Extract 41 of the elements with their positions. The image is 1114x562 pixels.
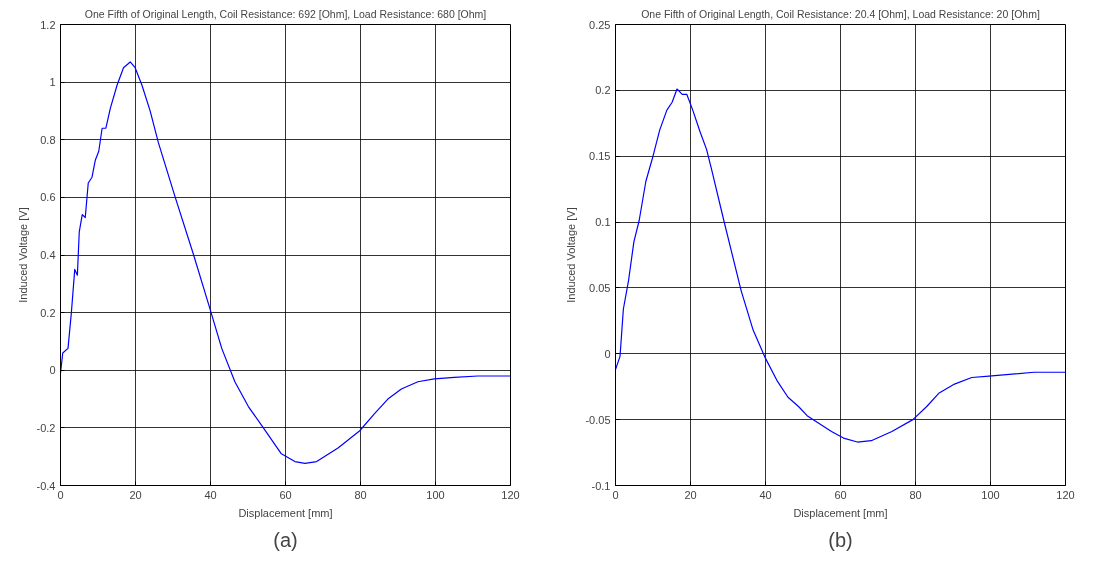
text: (b) xyxy=(828,528,853,551)
x-tick-label: 20 xyxy=(129,488,142,501)
x-tick-label: 40 xyxy=(204,488,217,501)
x-tick-label: 100 xyxy=(426,488,445,501)
x-tick-label: 120 xyxy=(501,488,520,501)
x-tick-label: 20 xyxy=(684,488,697,501)
x-tick-label: 40 xyxy=(759,488,772,501)
y-tick-label: 0 xyxy=(49,364,56,377)
x-axis-title: Displacement [mm] xyxy=(238,506,333,519)
x-tick-label: 60 xyxy=(834,488,847,501)
y-tick-label: 0.1 xyxy=(595,216,611,229)
y-tick-label: 0.8 xyxy=(40,133,56,146)
y-tick-label: 0.2 xyxy=(40,306,56,319)
y-tick-label: 0.4 xyxy=(40,249,56,261)
y-tick-label: 0.05 xyxy=(589,281,611,294)
x-tick-label: 100 xyxy=(981,488,1000,501)
x-tick-label: 80 xyxy=(354,488,367,501)
y-axis-title: Induced Voltage [V] xyxy=(16,207,29,303)
line-series xyxy=(615,88,1066,443)
y-tick-label: -0.4 xyxy=(36,479,56,492)
x-tick-label: 0 xyxy=(612,488,619,501)
y-tick-label: 0.2 xyxy=(595,84,611,97)
chart-title: One Fifth of Original Length, Coil Resistance: 20.4 [Ohm], Load Resistance: 20 [Ohm] xyxy=(641,7,1040,20)
chart-title: One Fifth of Original Length, Coil Resistance: 692 [Ohm], Load Resistance: 680 [Ohm] xyxy=(84,7,487,20)
y-tick-label: 1.2 xyxy=(40,18,56,31)
y-tick-label: 1 xyxy=(49,76,56,89)
x-axis-title: Displacement [mm] xyxy=(793,506,888,519)
x-tick-label: 120 xyxy=(1056,488,1075,501)
y-tick-label: -0.1 xyxy=(591,479,611,492)
y-tick-label: 0 xyxy=(604,347,611,360)
y-tick-label: -0.2 xyxy=(36,421,56,434)
x-tick-label: 60 xyxy=(279,488,292,501)
x-tick-label: 80 xyxy=(909,488,922,501)
y-axis-title: Induced Voltage [V] xyxy=(565,207,578,303)
line-series xyxy=(60,61,511,464)
y-tick-label: 0.25 xyxy=(589,18,611,31)
y-tick-label: 0.15 xyxy=(589,150,611,163)
y-tick-label: 0.6 xyxy=(40,191,56,204)
y-tick-label: -0.05 xyxy=(585,413,611,426)
text: (a) xyxy=(273,528,298,551)
x-tick-label: 0 xyxy=(57,488,64,501)
